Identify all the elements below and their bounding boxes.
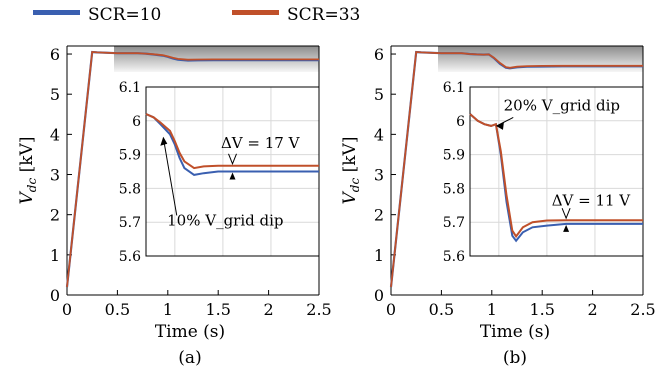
inset-series-line-scr33 [145,113,319,170]
series-line-scr33 [390,51,643,288]
inset-y-tick-label: 5.6 [443,249,465,265]
panel-b: 0 1 2 3 4 5 6 0 0.5 1 1.5 2 2.5 Time (s) (b) Vdc [kV] 5.… [340,45,656,368]
panel-label: (b) [503,348,527,368]
legend: SCR=10 SCR=33 [33,5,360,25]
x-tick-label: 0 [62,300,72,319]
y-tick-label: 3 [50,166,60,185]
panel-label: (a) [178,348,201,368]
legend-swatch-scr33 [232,10,279,15]
dip-arrow-line [162,137,178,216]
inset-plot: 5.6 5.7 5.8 5.9 6 6.1 [443,80,644,265]
y-tick-label: 0 [50,286,60,305]
delta-v-arrowhead [229,172,236,180]
inset-y-tick-label: 6.1 [443,80,465,96]
zoom-region-shade [438,46,643,72]
y-tick-label: 6 [374,45,384,64]
inset-y-tick-label: 5.8 [443,181,465,197]
inset-y-tick-label: 6.1 [119,80,141,96]
inset-y-tick-label: 5.9 [443,148,465,164]
inset-y-tick-label: 5.8 [119,181,141,197]
delta-v-annotation: ΔV = 11 V [552,191,632,209]
y-tick-label: 5 [50,85,60,104]
y-tick-label: 4 [50,125,60,144]
y-tick-label: 2 [374,206,384,225]
y-tick-label: 0 [374,286,384,305]
legend-label-scr10: SCR=10 [88,5,161,25]
y-tick-label: 1 [374,246,384,265]
legend-swatch-scr10 [33,10,80,15]
inset-y-tick-label: 5.6 [119,249,141,265]
x-tick-label: 0 [386,300,396,319]
x-axis-label: Time (s) [155,322,225,342]
panel-a: 0 1 2 3 4 5 6 0 0.5 1 1.5 2 2.5 Time (s) (a) Vdc [kV] 5.… [17,45,332,368]
x-tick-label: 2.5 [630,300,655,319]
x-tick-label: 0.5 [105,300,130,319]
dip-annotation: 10% V_grid dip [167,212,283,230]
y-tick-label: 6 [50,45,60,64]
inset-frame [469,86,644,257]
dip-arrowhead [160,136,168,146]
x-tick-label: 2.5 [306,300,331,319]
y-tick-label: 2 [50,206,60,225]
x-axis-label: Time (s) [480,322,550,342]
delta-v-arrowhead [563,224,570,232]
delta-v-annotation: ΔV = 17 V [221,134,301,152]
x-tick-label: 0.5 [429,300,454,319]
inset-plot: 5.6 5.7 5.8 5.9 6 6.1 [119,80,320,265]
y-tick-label: 5 [374,85,384,104]
legend-label-scr33: SCR=33 [287,5,360,25]
inset-y-tick-label: 5.9 [119,148,141,164]
y-tick-label: 1 [50,246,60,265]
inset-y-tick-label: 5.7 [443,215,465,231]
y-axis-label: Vdc [kV] [17,137,39,205]
inset-series-line-scr33 [469,113,643,239]
x-tick-label: 1.5 [205,300,230,319]
inset-series-line-scr10 [145,113,319,176]
x-tick-label: 1.5 [529,300,554,319]
x-tick-label: 1 [163,300,173,319]
inset-y-tick-label: 6 [456,114,465,130]
inset-y-tick-label: 6 [132,114,141,130]
y-tick-label: 4 [374,125,384,144]
y-axis-label: Vdc [kV] [340,137,362,205]
dip-annotation: 20% V_grid dip [504,97,620,115]
x-tick-label: 1 [487,300,497,319]
dip-arrowhead [495,121,504,130]
series-line-scr33 [66,51,319,288]
delta-v-marker [561,207,571,220]
x-tick-label: 2 [264,300,274,319]
delta-v-marker [228,153,237,166]
inset-y-tick-label: 5.7 [119,215,141,231]
y-tick-label: 3 [374,166,384,185]
x-tick-label: 2 [588,300,598,319]
